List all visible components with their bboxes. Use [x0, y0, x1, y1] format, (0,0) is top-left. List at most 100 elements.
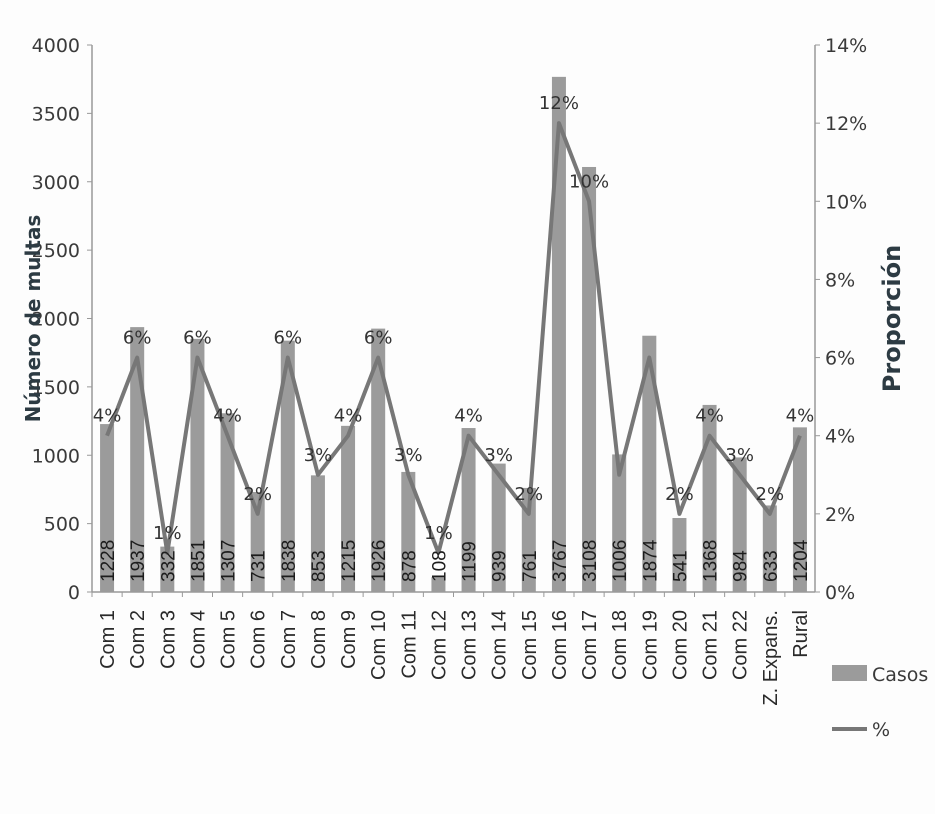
y2-tick-label: 14% [825, 35, 867, 57]
bar-casos-3 [160, 546, 175, 592]
x-tick-label: Com 8 [308, 610, 330, 669]
bar-value-label: 1215 [339, 540, 360, 582]
x-tick-label: Com 14 [489, 610, 511, 680]
percent-label: 10% [569, 171, 609, 192]
bar-casos-23 [762, 505, 777, 592]
y2-tick-label: 8% [825, 269, 855, 291]
bar-value-label: 731 [249, 550, 270, 582]
percent-label: 6% [274, 328, 303, 349]
x-tick-label: Com 6 [248, 610, 270, 669]
bar-value-label: 3108 [580, 540, 601, 582]
percent-label: 6% [123, 328, 152, 349]
y-tick-label: 0 [68, 582, 80, 604]
legend-label-casos: Casos [872, 664, 928, 686]
y2-tick-label: 2% [825, 504, 855, 526]
percent-label: 6% [364, 328, 393, 349]
bar-value-label: 984 [731, 550, 752, 582]
bar-value-label: 633 [761, 550, 782, 582]
y-tick-label: 500 [44, 514, 80, 536]
y2-tick-label: 6% [825, 348, 855, 370]
bar-value-label: 1368 [701, 540, 722, 582]
bar-casos-20 [672, 518, 687, 592]
axes: 0 500 1000 1500 2000 2500 3000 3500 4000 0% 2% 4% 6%… [21, 35, 906, 706]
x-tick-label: Com 21 [700, 610, 722, 680]
bar-casos-13 [461, 428, 476, 592]
legend: Casos% [832, 664, 928, 741]
bar-casos-5 [220, 413, 235, 592]
bar-value-label: 1199 [460, 541, 481, 582]
percent-label: 12% [539, 93, 579, 114]
percent-label: 4% [93, 406, 122, 427]
bar-casos-16 [551, 76, 566, 593]
bar-value-label: 1937 [128, 540, 149, 582]
y-tick-label: 1000 [32, 445, 80, 467]
bar-value-label: 853 [309, 550, 330, 582]
x-tick-label: Com 9 [338, 610, 360, 669]
y-tick-label: 1500 [32, 377, 80, 399]
x-tick-label: Com 17 [579, 610, 601, 680]
percent-label: 4% [786, 406, 815, 427]
y2-tick-label: 12% [825, 113, 867, 135]
x-tick-label: Com 7 [278, 610, 300, 669]
percent-label: 2% [243, 484, 272, 505]
bar-value-label: 1228 [98, 540, 119, 582]
percent-label: 1% [424, 523, 453, 544]
bar-casos-21 [702, 404, 717, 592]
bar-value-label: 761 [520, 550, 541, 582]
y-tick-label: 3000 [32, 172, 80, 194]
x-tick-label: Com 16 [549, 610, 571, 680]
bar-casos-14 [491, 463, 506, 592]
bar-casos-24 [792, 427, 807, 592]
bar-casos-6 [250, 492, 265, 592]
percent-label: 3% [394, 445, 423, 466]
bar-casos-18 [612, 454, 627, 592]
percent-label: 4% [695, 406, 724, 427]
legend-swatch-casos [832, 665, 867, 681]
x-tick-label: Com 5 [218, 610, 240, 669]
y2-tick-label: 10% [825, 191, 867, 213]
percent-label: 4% [334, 406, 363, 427]
y-tick-label: 3500 [32, 103, 80, 125]
x-tick-label: Com 20 [669, 610, 691, 680]
y2-axis-title: Proporción [878, 245, 906, 392]
x-tick-label: Rural [790, 610, 812, 658]
bar-value-label: 3767 [550, 540, 571, 582]
x-tick-label: Com 2 [127, 610, 149, 669]
x-tick-label: Com 22 [730, 610, 752, 680]
x-tick-label: Com 15 [519, 610, 541, 680]
bar-value-label: 878 [399, 550, 420, 582]
bar-casos-9 [341, 425, 356, 592]
bar-casos-15 [521, 487, 536, 592]
bar-value-label: 541 [670, 550, 691, 582]
bar-value-label: 1926 [369, 540, 390, 582]
y-tick-label: 4000 [32, 35, 80, 57]
y-tick-label: 2500 [32, 240, 80, 262]
percent-label: 4% [213, 406, 242, 427]
bar-value-label: 1851 [188, 540, 209, 582]
bar-value-label: 1307 [219, 540, 240, 582]
x-tick-label: Com 18 [609, 610, 631, 680]
percent-label: 2% [515, 484, 544, 505]
x-tick-label: Com 3 [157, 610, 179, 669]
x-tick-label: Com 1 [97, 610, 119, 669]
y2-tick-label: 0% [825, 582, 855, 604]
bar-value-label: 1204 [791, 539, 812, 582]
bar-casos-8 [310, 475, 325, 592]
bar-casos-17 [582, 166, 597, 592]
percent-label: 3% [725, 445, 754, 466]
percent-label: 2% [756, 484, 785, 505]
line-percent [105, 121, 802, 555]
x-tick-label: Com 12 [428, 610, 450, 680]
bar-casos-4 [190, 338, 205, 592]
percent-label: 6% [183, 328, 212, 349]
x-tick-label: Z. Expans. [760, 610, 782, 706]
x-tick-label: Com 4 [187, 610, 209, 669]
plot-area: 1228 1937 332 1851 1307 731 1838 853 1215 1926 878… [93, 76, 815, 593]
x-tick-label: Com 10 [368, 610, 390, 680]
bar-value-label: 1874 [640, 539, 661, 582]
percent-label: 3% [484, 445, 513, 466]
x-tick-label: Com 19 [639, 610, 661, 680]
bar-casos-22 [732, 457, 747, 592]
